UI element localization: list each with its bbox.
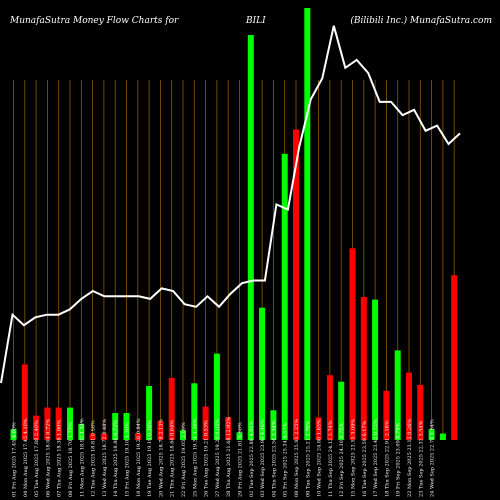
volume-bar (372, 299, 379, 440)
x-tick-label: 14 Thu Aug 2025 18.86 0.72% (113, 420, 119, 497)
x-tick-label: 15 Fri Aug 2025 19.10 1.30% (125, 422, 131, 497)
volume-bar (293, 129, 299, 440)
volume-bar (33, 415, 40, 440)
x-tick-label: 05 Fri Sep 2025 25.34 8.57% (283, 422, 289, 497)
volume-bar (180, 430, 186, 440)
volume-bar (123, 413, 130, 440)
x-tick-label: 28 Thu Aug 2025 21.68 12.92% (226, 417, 232, 497)
volume-bar (213, 353, 220, 440)
volume-bar (55, 407, 62, 440)
volume-bar (44, 407, 51, 440)
volume-bar (270, 410, 277, 440)
volume-bar (21, 364, 28, 440)
volume-bar (134, 433, 141, 440)
volume-bar (406, 372, 412, 440)
x-tick-label: 18 Thu Sep 2025 22.91 2.18% (384, 420, 390, 497)
volume-bar (417, 384, 424, 440)
volume-bar (78, 423, 85, 440)
x-tick-label: 29 Fri Aug 2025 21.81 0.60% (238, 422, 244, 497)
volume-bar (112, 413, 119, 440)
volume-bar (394, 350, 401, 440)
price-line (0, 25, 461, 384)
x-tick-label: 08 Fri Aug 2025 18.70 1.73% (68, 422, 74, 497)
volume-bar (383, 390, 390, 440)
x-tick-label: 19 Tue Aug 2025 19.19 0.38% (147, 420, 153, 497)
volume-bar (315, 417, 322, 440)
x-tick-label: 04 Mon Aug 2025 17.45 4.10% (23, 418, 29, 497)
x-tick-label: 20 Wed Aug 2025 18.78 2.13% (158, 419, 164, 497)
volume-bars (10, 8, 458, 441)
volume-bar (225, 417, 232, 440)
volume-bar (259, 307, 266, 440)
volume-bar (360, 296, 367, 440)
x-tick-label: 05 Tue Aug 2025 17.88 2.40% (34, 420, 40, 497)
x-tick-label: 25 Mon Aug 2025 19.31 1.36% (192, 418, 198, 497)
header-right: (Bilibili Inc.) MunafaSutra.com (350, 15, 492, 26)
x-tick-label: 24 Wed Sep 2025 22.74 1.84% (430, 419, 436, 497)
x-tick-label: 02 Tue Sep 2025 22.88 4.91% (249, 420, 255, 497)
volume-bar (191, 383, 198, 440)
volume-bar (168, 377, 175, 440)
x-tick-label: 13 Wed Aug 2025 18.72 0.48% (102, 419, 108, 497)
volume-bar (236, 432, 243, 440)
volume-bar (451, 275, 458, 440)
x-tick-label: 17 Wed Sep 2025 23.42 0.72% (373, 419, 379, 497)
volume-bar (247, 35, 254, 440)
x-tick-label: 21 Thu Aug 2025 18.66 0.64% (170, 420, 176, 497)
x-tick-label: 26 Tue Aug 2025 19.21 0.53% (204, 420, 210, 497)
x-tick-label: 12 Tue Aug 2025 18.81 0.58% (91, 420, 97, 497)
x-tick-label: 08 Mon Sep 2025 25.91 2.25% (294, 419, 300, 497)
x-tick-label: 18 Mon Aug 2025 19.26 0.84% (136, 418, 142, 497)
header-left: MunafaSutra Money Flow Charts for (9, 16, 179, 26)
x-tick-label: 09 Tue Sep 2025 25.21 2.70% (305, 420, 311, 497)
volume-bar (89, 433, 96, 440)
volume-bar (326, 375, 333, 440)
x-tick-label: 23 Tue Sep 2025 22.33 3.54% (418, 420, 424, 497)
volume-bar (202, 406, 209, 440)
volume-bar (157, 421, 164, 440)
header-ticker: BILI (245, 16, 266, 26)
x-tick-label: 15 Mon Sep 2025 23.55 3.09% (351, 419, 357, 497)
x-tick-label: 11 Mon Aug 2025 18.92 1.34% (79, 418, 85, 497)
x-tick-label: 07 Thu Aug 2025 18.38 1.90% (57, 420, 63, 497)
volume-bar (146, 386, 153, 440)
x-tick-label: 03 Wed Sep 2025 23.90 4.46% (260, 419, 266, 497)
volume-bar (304, 8, 311, 440)
x-tick-labels: 01 Fri Aug 2025 17.45 4.00% 04 Mon Aug 20… (12, 417, 436, 497)
volume-bar (349, 248, 356, 440)
volume-bar (67, 407, 73, 440)
x-tick-label: 01 Fri Aug 2025 17.45 4.00% (12, 422, 18, 497)
x-tick-label: 12 Fri Sep 2025 24.30 0.75% (339, 422, 345, 497)
x-tick-label: 16 Tue Sep 2025 23.59 0.17% (362, 420, 368, 497)
volume-bar (428, 429, 435, 440)
x-tick-label: 19 Fri Sep 2025 23.09 0.79% (396, 422, 402, 497)
x-tick-label: 11 Thu Sep 2025 24.12 2.74% (328, 420, 334, 497)
x-tick-label: 22 Fri Aug 2025 19.05 2.09% (181, 422, 187, 497)
volume-bar (439, 433, 446, 440)
volume-bar (10, 429, 17, 440)
x-tick-label: 22 Mon Sep 2025 23.15 0.26% (407, 419, 413, 497)
volume-bar (281, 153, 288, 441)
x-tick-label: 06 Wed Aug 2025 18.04 0.72% (45, 419, 51, 497)
volume-bar (338, 381, 345, 440)
x-tick-label: 27 Wed Aug 2025 19.20 0.05% (215, 419, 221, 497)
x-tick-label: 04 Thu Sep 2025 23.34 2.34% (271, 420, 277, 497)
volume-bar (100, 433, 107, 440)
x-tick-label: 10 Wed Sep 2025 24.80 1.63% (317, 419, 323, 497)
